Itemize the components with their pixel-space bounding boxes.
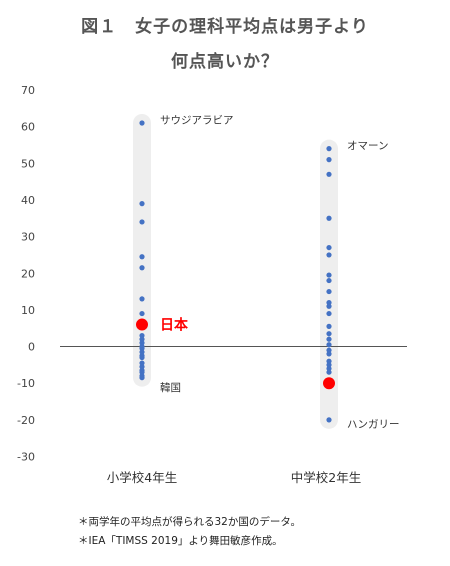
data-point <box>326 215 332 221</box>
data-point <box>326 365 332 372</box>
annotation-label: サウジアラビア <box>160 114 234 126</box>
data-point <box>326 171 332 177</box>
data-point <box>326 244 332 251</box>
data-point <box>326 331 332 337</box>
data-point <box>139 120 145 126</box>
data-point <box>139 201 145 207</box>
footnote-sample: ＊両学年の平均点が得られる32か国のデータ。 <box>78 516 302 528</box>
y-tick-label: -20 <box>17 414 35 427</box>
y-tick-label: 30 <box>21 231 35 244</box>
category-band-2 <box>320 139 338 429</box>
category-band-1 <box>133 113 151 387</box>
highlight-point <box>323 377 335 390</box>
y-tick-label: 60 <box>21 121 35 134</box>
footnote-source: ＊IEA「TIMSS 2019」より舞田敏彦作成。 <box>78 535 283 547</box>
chart-title-line2: 何点高いか？ <box>171 52 279 72</box>
data-point <box>326 342 332 348</box>
data-point <box>326 347 332 353</box>
data-point <box>326 252 332 258</box>
data-point <box>326 272 332 278</box>
data-point <box>139 332 145 339</box>
data-point <box>139 265 145 271</box>
annotation-label: ハンガリー <box>347 419 400 431</box>
y-tick-label: 10 <box>21 304 35 317</box>
y-tick-label: -10 <box>17 377 35 390</box>
highlight-label: 日本 <box>160 317 189 334</box>
data-point <box>139 349 145 355</box>
data-point <box>139 254 145 260</box>
data-point <box>326 157 332 163</box>
data-point <box>139 364 145 370</box>
data-point <box>326 310 332 317</box>
y-tick-label: -30 <box>17 451 35 464</box>
data-point <box>326 323 332 329</box>
data-point <box>326 351 332 357</box>
data-point <box>139 310 145 317</box>
y-tick-label: 70 <box>21 84 35 97</box>
data-point <box>326 146 332 152</box>
data-point <box>139 345 145 351</box>
data-point <box>326 417 332 423</box>
annotation-label: 韓国 <box>160 382 181 394</box>
highlight-point <box>136 318 148 331</box>
y-tick-label: 0 <box>28 341 35 354</box>
data-point <box>139 219 145 225</box>
data-point <box>326 336 332 342</box>
y-tick-label: 50 <box>21 157 35 170</box>
data-point <box>139 360 145 366</box>
data-point <box>326 288 332 295</box>
x-category-label: 中学校2年生 <box>291 470 361 485</box>
data-point <box>139 296 145 302</box>
data-point <box>139 340 145 346</box>
data-point <box>139 369 145 375</box>
data-point <box>326 303 332 309</box>
y-tick-label: 40 <box>21 194 35 207</box>
data-point <box>326 369 332 375</box>
data-point <box>139 336 145 342</box>
data-point <box>326 299 332 306</box>
data-point <box>139 375 145 381</box>
x-category-label: 小学校4年生 <box>107 470 177 485</box>
data-point <box>326 277 332 284</box>
y-tick-label: 20 <box>21 267 35 280</box>
data-point <box>139 354 145 361</box>
annotation-label: オマーン <box>347 140 388 152</box>
data-point <box>326 358 332 364</box>
data-point <box>326 362 332 368</box>
chart-title-line1: 図１ 女子の理科平均点は男子より <box>81 17 369 37</box>
